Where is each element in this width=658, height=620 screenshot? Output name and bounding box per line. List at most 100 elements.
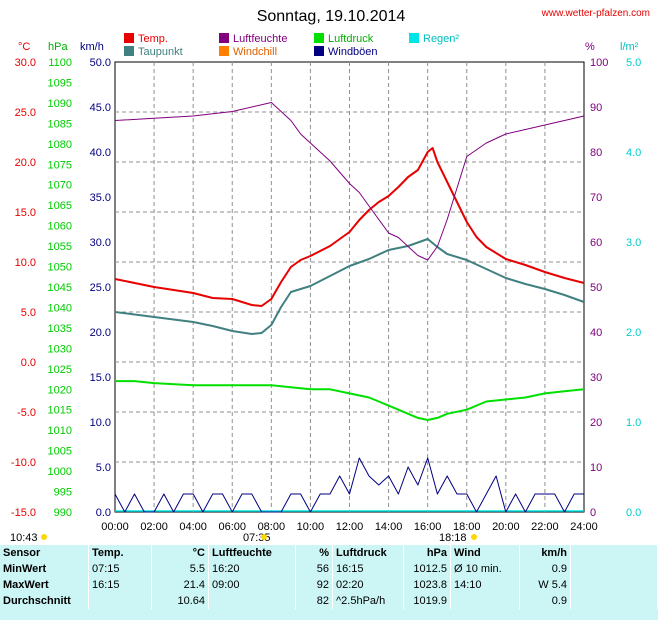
humidity-axis-tick: 60 [590,237,602,249]
x-tick-label: 22:00 [531,521,559,533]
pressure-axis-tick: 990 [54,507,72,519]
temp-time: 07:15 [88,561,152,577]
pressure-axis-tick: 1050 [48,262,72,274]
pressure-axis-tick: 1055 [48,241,72,253]
wind-axis-tick: 50.0 [90,57,111,69]
humidity-axis-tick: 20 [590,417,602,429]
weather-chart: Sonntag, 19.10.2014 www.wetter-pfalzen.c… [10,8,650,544]
press-value: 1023.8 [403,577,451,593]
now-icon [41,534,47,540]
wind-axis-tick: 15.0 [90,372,111,384]
x-tick-label: 16:00 [414,521,442,533]
x-tick-label: 18:00 [453,521,481,533]
stats-row: Durchschnitt 10.64 82 ^2.5hPa/h 1019.9 0… [0,593,658,609]
wind-time: 14:10 [450,577,520,593]
temp-axis-tick: -10.0 [11,457,36,469]
humidity-axis-tick: 30 [590,372,602,384]
pressure-axis-tick: 1075 [48,159,72,171]
wind-value: 0.9 [519,593,571,609]
pressure-axis-tick: 1030 [48,343,72,355]
sunset-time: 18:18 [439,532,467,544]
pressure-axis-tick: 1000 [48,466,72,478]
sunset-icon [471,534,477,540]
legend-swatch-humidity [219,33,229,43]
temp-axis-tick: 20.0 [15,157,36,169]
wind-time [450,593,520,609]
pressure-axis-tick: 1025 [48,364,72,376]
temp-time: 16:15 [88,577,152,593]
hdr-wind-unit: km/h [519,545,571,561]
hum-time: 16:20 [208,561,296,577]
wind-time: Ø 10 min. [450,561,520,577]
legend-label-rain: Regen² [423,33,459,45]
press-time: ^2.5hPa/h [332,593,404,609]
x-tick-label: 00:00 [101,521,129,533]
wind-axis-tick: 25.0 [90,282,111,294]
rain-axis-tick: 2.0 [626,327,641,339]
stats-row: MinWert 07:15 5.5 16:20 56 16:15 1012.5 … [0,561,658,577]
pressure-axis-tick: 1020 [48,384,72,396]
pressure-axis-tick: 1085 [48,118,72,130]
x-tick-label: 08:00 [258,521,286,533]
temp-axis-tick: 5.0 [21,307,36,319]
pressure-axis-tick: 1035 [48,323,72,335]
x-tick-label: 02:00 [140,521,168,533]
x-tick-label: 10:00 [297,521,325,533]
humidity-axis-tick: 50 [590,282,602,294]
legend-swatch-dewpoint [124,46,134,56]
axes: 00:00 02:00 04:00 06:00 08:00 10:00 12:00 14:00… [11,57,641,533]
pressure-axis-tick: 1070 [48,180,72,192]
legend-swatch-windchill [219,46,229,56]
pressure-axis-tick: 1095 [48,77,72,89]
humidity-axis-tick: 90 [590,102,602,114]
sunrise-icon [261,534,267,540]
humidity-axis-tick: 40 [590,327,602,339]
humidity-axis-tick: 0 [590,507,596,519]
humidity-axis-tick: 80 [590,147,602,159]
series-line-windb-en [114,457,584,513]
series-line-luftdruck [115,380,585,421]
row-label: MaxWert [0,577,89,593]
series-line-taupunkt [114,238,585,335]
unit-temp: °C [18,41,30,53]
stats-header-row: Sensor Temp. °C Luftfeuchte % Luftdruck … [0,545,658,561]
sun-marks: 07:35 18:18 10:43 [10,532,477,544]
temp-axis-tick: 25.0 [15,107,36,119]
rain-axis-tick: 0.0 [626,507,641,519]
hdr-sensor: Sensor [0,545,89,561]
rain-axis-tick: 4.0 [626,147,641,159]
pressure-axis-tick: 1010 [48,425,72,437]
pressure-axis-tick: 1090 [48,98,72,110]
legend-swatch-temp [124,33,134,43]
pressure-axis-tick: 1045 [48,282,72,294]
humidity-axis-tick: 70 [590,192,602,204]
x-tick-label: 20:00 [492,521,520,533]
temp-value: 21.4 [151,577,209,593]
temp-axis-tick: -5.0 [17,407,36,419]
x-tick-label: 12:00 [336,521,364,533]
legend-label-dewpoint: Taupunkt [138,46,183,58]
pressure-axis-tick: 1015 [48,405,72,417]
hum-value: 56 [295,561,333,577]
stats-row: MaxWert 16:15 21.4 09:00 92 02:20 1023.8… [0,577,658,593]
x-tick-label: 06:00 [218,521,246,533]
pressure-axis-tick: 1080 [48,139,72,151]
unit-wind: km/h [80,41,104,53]
legend-swatch-rain [409,33,419,43]
series-line-luftfeuchte [114,102,585,261]
hdr-press-unit: hPa [403,545,451,561]
wind-axis-tick: 40.0 [90,147,111,159]
hdr-hum: Luftfeuchte [208,545,296,561]
stats-panel: Sensor Temp. °C Luftfeuchte % Luftdruck … [0,545,658,620]
humidity-axis-tick: 10 [590,462,602,474]
chart-title: Sonntag, 19.10.2014 [257,8,406,25]
series-line-temp- [114,147,585,307]
wind-axis-tick: 10.0 [90,417,111,429]
wind-value: W 5.4 [519,577,571,593]
temp-axis-tick: 30.0 [15,57,36,69]
chart-legend: Temp. Luftfeuchte Luftdruck Regen² Taupu… [124,33,459,58]
legend-label-humidity: Luftfeuchte [233,33,287,45]
hdr-temp: Temp. [88,545,152,561]
website-label[interactable]: www.wetter-pfalzen.com [541,8,650,19]
hum-value: 82 [295,593,333,609]
